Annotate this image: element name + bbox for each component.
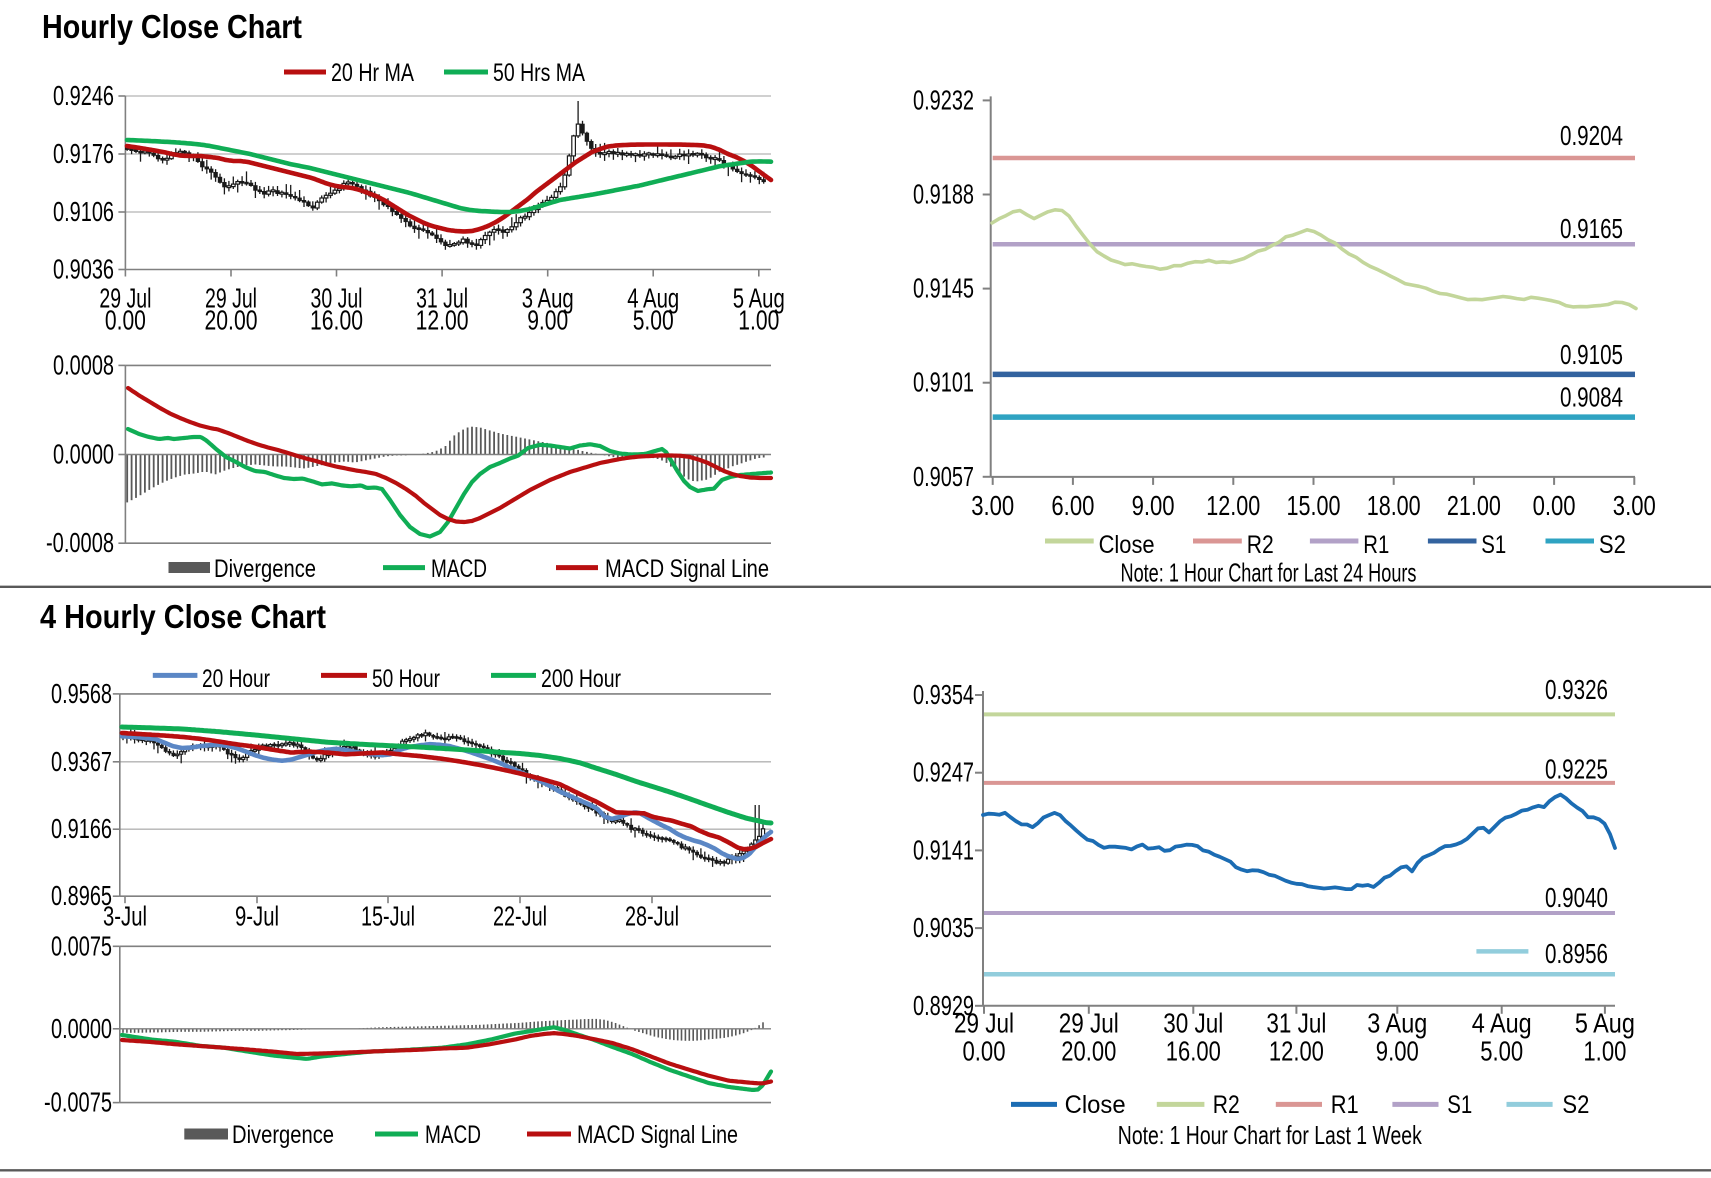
svg-text:0.0000: 0.0000 <box>53 439 114 470</box>
svg-text:0.9165: 0.9165 <box>1560 213 1623 244</box>
svg-text:31 Jul: 31 Jul <box>1266 1008 1326 1039</box>
svg-text:200 Hour: 200 Hour <box>541 665 621 693</box>
svg-text:9.00: 9.00 <box>1376 1035 1419 1066</box>
svg-text:29 Jul: 29 Jul <box>954 1008 1014 1039</box>
svg-text:0.9367: 0.9367 <box>51 746 112 777</box>
svg-text:29 Jul: 29 Jul <box>99 283 151 314</box>
svg-text:0.9106: 0.9106 <box>53 196 114 227</box>
svg-text:3 Aug: 3 Aug <box>1367 1008 1427 1039</box>
svg-text:22-Jul: 22-Jul <box>493 901 547 932</box>
svg-text:0.9176: 0.9176 <box>53 138 114 169</box>
svg-text:5 Aug: 5 Aug <box>1575 1008 1635 1039</box>
svg-text:MACD Signal Line: MACD Signal Line <box>605 555 769 583</box>
svg-text:20.00: 20.00 <box>1061 1035 1116 1066</box>
svg-text:Hourly Close Chart: Hourly Close Chart <box>42 8 302 45</box>
svg-text:-0.0075: -0.0075 <box>44 1087 112 1118</box>
svg-text:20 Hr MA: 20 Hr MA <box>331 59 414 87</box>
svg-text:5.00: 5.00 <box>633 305 674 336</box>
svg-text:0.9568: 0.9568 <box>51 678 112 709</box>
svg-text:3.00: 3.00 <box>971 490 1014 521</box>
svg-text:3.00: 3.00 <box>1613 490 1656 521</box>
svg-text:0.8965: 0.8965 <box>51 880 112 911</box>
svg-text:12.00: 12.00 <box>416 305 469 336</box>
svg-text:S2: S2 <box>1599 531 1626 559</box>
svg-text:Divergence: Divergence <box>214 555 316 583</box>
svg-text:MACD: MACD <box>425 1121 481 1149</box>
svg-text:0.8929: 0.8929 <box>913 990 974 1021</box>
svg-text:0.9204: 0.9204 <box>1560 120 1623 151</box>
svg-text:12.00: 12.00 <box>1206 490 1260 521</box>
svg-text:0.9036: 0.9036 <box>53 254 114 285</box>
svg-text:0.9141: 0.9141 <box>913 834 974 865</box>
svg-text:20.00: 20.00 <box>205 305 258 336</box>
svg-text:Close: Close <box>1065 1091 1126 1119</box>
svg-text:0.9246: 0.9246 <box>53 80 114 111</box>
svg-text:50 Hrs MA: 50 Hrs MA <box>493 59 585 87</box>
svg-text:0.9105: 0.9105 <box>1560 339 1623 370</box>
svg-text:5.00: 5.00 <box>1480 1035 1523 1066</box>
svg-text:S1: S1 <box>1481 531 1506 559</box>
svg-text:6.00: 6.00 <box>1051 490 1094 521</box>
svg-text:0.00: 0.00 <box>105 305 146 336</box>
svg-text:9.00: 9.00 <box>1132 490 1175 521</box>
svg-text:15.00: 15.00 <box>1287 490 1341 521</box>
svg-text:1.00: 1.00 <box>738 305 779 336</box>
svg-text:0.9326: 0.9326 <box>1545 674 1608 705</box>
svg-text:4 Hourly Close Chart: 4 Hourly Close Chart <box>40 598 326 635</box>
svg-text:15-Jul: 15-Jul <box>361 901 415 932</box>
svg-text:S2: S2 <box>1562 1091 1589 1119</box>
svg-text:0.9232: 0.9232 <box>913 84 974 115</box>
svg-text:0.0000: 0.0000 <box>51 1013 112 1044</box>
svg-text:28-Jul: 28-Jul <box>625 901 679 932</box>
svg-text:R1: R1 <box>1331 1091 1359 1119</box>
svg-text:30 Jul: 30 Jul <box>311 283 363 314</box>
svg-text:S1: S1 <box>1447 1091 1472 1119</box>
svg-text:MACD Signal Line: MACD Signal Line <box>577 1121 738 1149</box>
svg-text:16.00: 16.00 <box>310 305 363 336</box>
svg-text:4 Aug: 4 Aug <box>1472 1008 1532 1039</box>
svg-text:-0.0008: -0.0008 <box>46 527 114 558</box>
svg-text:31 Jul: 31 Jul <box>416 283 468 314</box>
svg-text:30 Jul: 30 Jul <box>1163 1008 1223 1039</box>
svg-text:3 Aug: 3 Aug <box>522 283 574 314</box>
svg-text:Note: 1 Hour Chart for Last 1: Note: 1 Hour Chart for Last 1 Week <box>1118 1120 1423 1150</box>
svg-text:R2: R2 <box>1213 1091 1240 1119</box>
svg-text:Note: 1 Hour Chart for Last 24: Note: 1 Hour Chart for Last 24 Hours <box>1121 558 1417 588</box>
svg-text:R2: R2 <box>1247 531 1274 559</box>
svg-text:0.00: 0.00 <box>963 1035 1006 1066</box>
svg-text:0.9247: 0.9247 <box>913 757 974 788</box>
svg-text:5 Aug: 5 Aug <box>733 283 785 314</box>
svg-text:Divergence: Divergence <box>232 1121 334 1149</box>
svg-text:0.8956: 0.8956 <box>1545 938 1608 969</box>
svg-text:0.00: 0.00 <box>1533 490 1576 521</box>
svg-text:0.9354: 0.9354 <box>913 679 974 710</box>
svg-text:0.9035: 0.9035 <box>913 912 974 943</box>
svg-text:16.00: 16.00 <box>1166 1035 1221 1066</box>
svg-text:18.00: 18.00 <box>1367 490 1421 521</box>
svg-text:0.9188: 0.9188 <box>913 179 974 210</box>
svg-text:0.9040: 0.9040 <box>1545 882 1608 913</box>
svg-text:12.00: 12.00 <box>1269 1035 1324 1066</box>
svg-text:Close: Close <box>1099 531 1155 559</box>
svg-text:0.9166: 0.9166 <box>51 813 112 844</box>
svg-text:1.00: 1.00 <box>1583 1035 1626 1066</box>
svg-text:0.9225: 0.9225 <box>1545 753 1608 784</box>
svg-text:0.0008: 0.0008 <box>53 349 114 380</box>
svg-text:20 Hour: 20 Hour <box>202 665 270 693</box>
svg-text:0.9084: 0.9084 <box>1560 382 1623 413</box>
svg-text:0.9101: 0.9101 <box>913 367 974 398</box>
svg-text:R1: R1 <box>1363 531 1389 559</box>
svg-text:0.9145: 0.9145 <box>913 273 974 304</box>
svg-text:3-Jul: 3-Jul <box>103 901 147 932</box>
svg-text:9.00: 9.00 <box>527 305 568 336</box>
svg-text:0.0075: 0.0075 <box>51 930 112 961</box>
svg-text:9-Jul: 9-Jul <box>235 901 279 932</box>
svg-text:29 Jul: 29 Jul <box>205 283 257 314</box>
svg-text:4 Aug: 4 Aug <box>627 283 679 314</box>
svg-text:50 Hour: 50 Hour <box>372 665 440 693</box>
svg-text:MACD: MACD <box>431 555 487 583</box>
svg-text:0.9057: 0.9057 <box>913 461 974 492</box>
svg-text:21.00: 21.00 <box>1447 490 1501 521</box>
svg-text:29 Jul: 29 Jul <box>1059 1008 1119 1039</box>
